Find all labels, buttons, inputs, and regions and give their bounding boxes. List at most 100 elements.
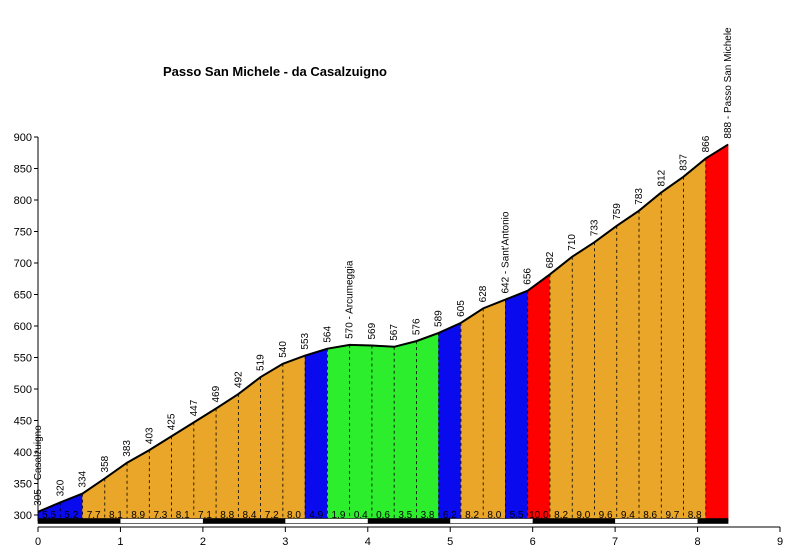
gradient-label: 8.9 [131,510,145,521]
gradient-label: 8.1 [109,510,123,521]
y-tick-label: 750 [14,227,32,239]
gradient-label: 8.6 [643,510,657,521]
y-axis: 300 350 400 450 500 550 600 650 700 750 800 850 900 [14,132,39,522]
y-tick-label: 300 [14,510,32,522]
elevation-label: 628 [478,285,489,302]
profile-segment [571,241,595,522]
profile-segment [282,355,306,522]
elevation-label: 519 [256,354,267,371]
x-tick-label: 2 [200,536,206,548]
profile-segment [527,273,551,522]
elevation-label: 540 [278,341,289,358]
y-tick-label: 400 [14,447,32,459]
gradient-label: 8.8 [688,510,702,521]
y-tick-label: 600 [14,321,32,333]
profile-segment [616,210,640,522]
elevation-label: 576 [411,318,422,335]
profile-segment [171,421,195,522]
profile-segment [238,376,261,522]
gradient-label: 8.1 [176,510,190,521]
elevation-label: 812 [656,169,667,186]
elevation-label: 759 [612,203,623,220]
gradient-label: 4.9 [309,510,323,521]
profile-segment [260,363,284,522]
elevation-label: 837 [679,154,690,171]
scale-bar-segment [532,518,616,524]
chart-title: Passo San Michele - da Casalzuigno [163,64,387,79]
elevation-label: 425 [167,413,178,430]
elevation-label: 383 [122,440,133,457]
elevation-label: 605 [456,300,467,317]
gradient-label: 8.8 [220,510,234,521]
gradient-label: 7.2 [265,510,279,521]
profile-segment [393,340,417,522]
gradient-label: 1.9 [332,510,346,521]
gradient-label: 5.5 [42,510,56,521]
elevation-label: 642 - Sant'Antonio [500,211,511,293]
x-tick-label: 0 [35,536,41,548]
segment-guides [59,158,707,521]
elevation-label: 733 [590,219,601,236]
profile-segment [594,225,618,522]
gradient-label: 9.7 [665,510,679,521]
y-tick-label: 700 [14,258,32,270]
scale-bar-segment [367,518,451,524]
profile-outline [37,143,729,513]
y-tick-label: 800 [14,195,32,207]
profile-segment [705,144,729,522]
elevation-label: 783 [634,188,645,205]
x-tick-label: 5 [447,536,453,548]
scale-bar-segment [38,518,121,524]
gradient-label: 0.6 [376,510,390,521]
profile-segment [683,157,707,522]
gradient-label: 7.3 [153,510,167,521]
x-tick-label: 9 [777,536,783,548]
x-tick-label: 6 [530,536,536,548]
scale-bar-segment [202,518,286,524]
gradient-label: 5.5 [510,510,524,521]
profile-segment [416,332,439,522]
profile-segment [482,299,506,522]
y-tick-label: 900 [14,132,32,144]
profile-segment [327,344,350,522]
profile-fill [37,144,729,522]
scale-bar-segment [697,518,729,524]
elevation-label: 492 [233,371,244,388]
profile-segment [638,191,662,522]
y-tick-label: 450 [14,416,32,428]
gradient-label: 9.6 [599,510,613,521]
elevation-label: 564 [322,326,333,343]
profile-segment [371,345,395,522]
profile-segment [438,322,462,522]
elevation-label: 866 [701,135,712,152]
gradient-label: 8.2 [554,510,568,521]
y-tick-label: 650 [14,290,32,302]
elevation-label: 656 [523,268,534,285]
gradient-label: 6.2 [443,510,457,521]
elevation-label: 403 [144,427,155,444]
gradient-label: 9.0 [576,510,590,521]
gradient-label: 8.2 [465,510,479,521]
x-tick-label: 7 [612,536,618,548]
elevation-label: 682 [545,251,556,268]
profile-segment [349,344,373,522]
elevation-label: 888 - Passo San Michele [723,27,734,139]
gradient-label: 8.4 [243,510,257,521]
elevation-label: 710 [567,234,578,251]
elevation-label: 320 [55,479,66,496]
profile-segment [505,290,529,522]
gradient-labels: 5.5 5.2 7.7 8.1 8.9 7.3 8.1 7.1 8.8 8.4 7.2 8.0 4.9 1… [42,510,702,521]
elevation-label: 469 [211,385,222,402]
y-tick-label: 550 [14,353,32,365]
x-tick-label: 8 [694,536,700,548]
elevation-label: 447 [189,399,200,416]
x-tick-label: 4 [365,536,371,548]
profile-segment [193,407,217,522]
elevation-label: 334 [78,470,89,487]
x-tick-label: 1 [117,536,123,548]
elevation-label: 570 - Arcumeggia [345,260,356,339]
y-tick-label: 500 [14,384,32,396]
gradient-label: 9.4 [621,510,635,521]
profile-segment [660,176,684,522]
